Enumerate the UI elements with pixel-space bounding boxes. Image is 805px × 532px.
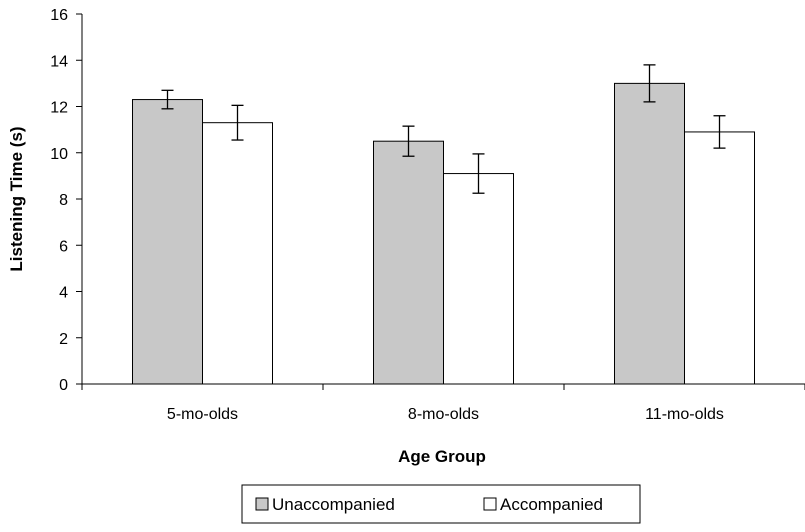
y-tick-label: 0 bbox=[59, 377, 68, 394]
y-tick-label: 2 bbox=[59, 331, 68, 348]
legend-label-accompanied: Accompanied bbox=[500, 495, 603, 514]
y-tick-label: 8 bbox=[59, 192, 68, 209]
legend-swatch-accompanied bbox=[483, 497, 497, 511]
bar-accompanied-0 bbox=[202, 122, 273, 385]
y-tick-label: 4 bbox=[59, 285, 68, 302]
y-tick-label: 14 bbox=[50, 53, 68, 70]
error-bar bbox=[643, 64, 656, 103]
error-bar bbox=[231, 104, 244, 141]
legend-frame bbox=[241, 484, 641, 524]
x-tick-label: 8-mo-olds bbox=[408, 406, 479, 423]
y-tick-label: 12 bbox=[50, 100, 68, 117]
x-ticks-layer: 5-mo-olds 8-mo-olds 11-mo-olds bbox=[81, 384, 805, 423]
error-bar bbox=[402, 125, 415, 157]
error-bar bbox=[472, 153, 485, 194]
bar-unaccompanied-1 bbox=[373, 140, 444, 385]
bars-layer bbox=[132, 82, 755, 385]
y-tick-label: 10 bbox=[50, 146, 68, 163]
x-tick-label: 11-mo-olds bbox=[645, 406, 724, 423]
legend-label-unaccompanied: Unaccompanied bbox=[272, 495, 395, 514]
bar-accompanied-1 bbox=[443, 173, 514, 385]
error-bar bbox=[713, 115, 726, 149]
x-axis-title: Age Group bbox=[398, 447, 486, 466]
error-bar bbox=[161, 89, 174, 110]
y-ticks-layer: 0 2 4 6 8 10 12 14 16 bbox=[50, 7, 82, 394]
y-axis-title: Listening Time (s) bbox=[7, 126, 26, 271]
bar-accompanied-2 bbox=[684, 131, 755, 385]
error-bars-layer bbox=[161, 64, 726, 194]
legend: Unaccompanied Accompanied bbox=[241, 484, 641, 524]
y-tick-label: 6 bbox=[59, 238, 68, 255]
bar-unaccompanied-2 bbox=[614, 82, 685, 385]
y-tick-label: 16 bbox=[50, 7, 68, 24]
legend-swatch-unaccompanied bbox=[255, 497, 269, 511]
x-tick-label: 5-mo-olds bbox=[167, 406, 238, 423]
bar-unaccompanied-0 bbox=[132, 99, 203, 385]
